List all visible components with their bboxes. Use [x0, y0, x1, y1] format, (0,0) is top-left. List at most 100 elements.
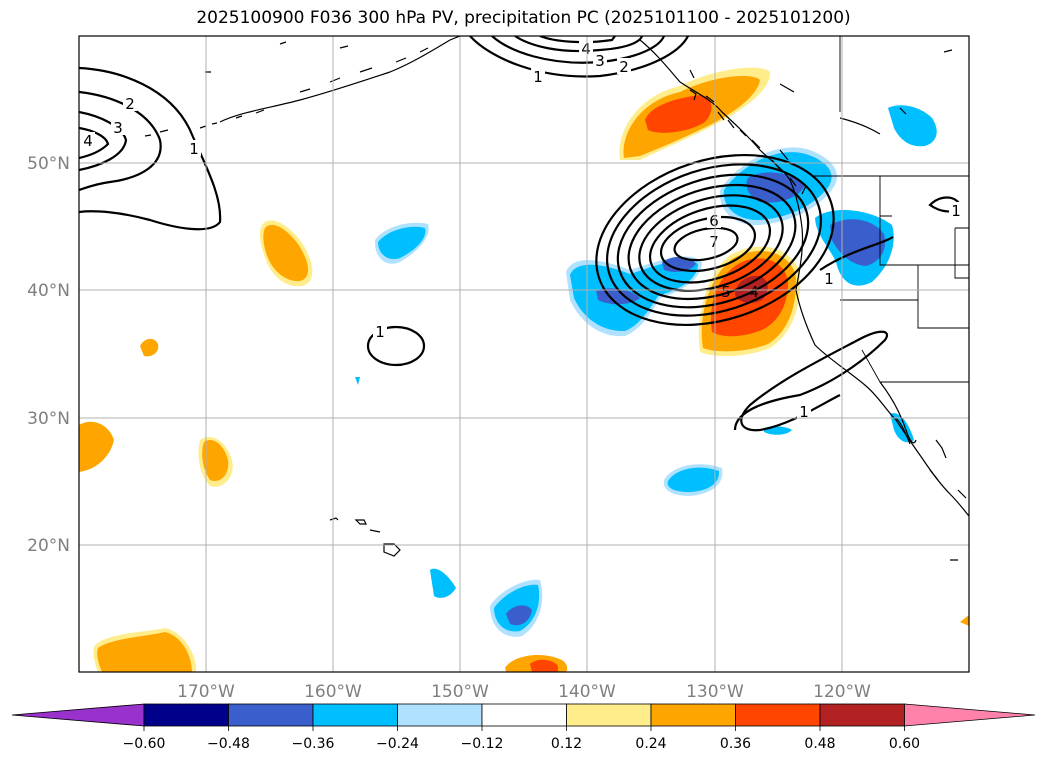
- pv-contour: [659, 216, 757, 272]
- contour-label: 4: [81, 132, 95, 150]
- svg-text:1: 1: [951, 202, 961, 220]
- coastline-hawaii: [329, 517, 401, 557]
- svg-text:4: 4: [581, 40, 591, 58]
- colorbar-segment: [819, 703, 905, 727]
- svg-text:1: 1: [799, 403, 809, 421]
- precip-positive-region: [645, 95, 712, 133]
- precip-negative-region: [662, 256, 696, 272]
- pv-contour: [469, 36, 689, 78]
- colorbar-label: −0.24: [376, 736, 419, 752]
- pv-contour: [733, 236, 894, 432]
- contour-label: 4: [579, 40, 593, 58]
- lon-label-170w: 170°W: [177, 682, 235, 702]
- svg-text:2: 2: [619, 58, 629, 76]
- contour-label: 1: [949, 202, 963, 220]
- coastline-mexico: [929, 439, 967, 561]
- svg-text:5: 5: [721, 283, 731, 301]
- colorbar-label: 0.48: [804, 736, 835, 752]
- lon-label-160w: 160°W: [304, 682, 362, 702]
- colorbar-segment: [143, 703, 229, 727]
- colorbar-segment: [481, 703, 567, 727]
- pv-contour: [627, 183, 797, 301]
- svg-text:1: 1: [824, 270, 834, 288]
- pv-contour: [79, 66, 222, 231]
- pv-contour: [366, 325, 426, 367]
- precip-negative-region: [667, 467, 720, 492]
- lat-label-50n: 50°N: [27, 154, 70, 174]
- svg-text:3: 3: [113, 119, 123, 137]
- precip-positive-region: [97, 632, 192, 672]
- contour-label: 1: [797, 403, 811, 421]
- contour-label: 2: [123, 95, 137, 113]
- colorbar-segment: [650, 703, 736, 727]
- precip-negative-region: [378, 226, 426, 260]
- svg-text:3: 3: [595, 52, 605, 70]
- svg-text:1: 1: [375, 323, 385, 341]
- colorbar-segment: [228, 703, 314, 727]
- svg-text:6: 6: [709, 212, 719, 230]
- lat-label-30n: 30°N: [27, 409, 70, 429]
- pv-contour: [673, 226, 739, 262]
- pv-contour: [539, 36, 616, 44]
- precip-negative-region: [506, 605, 532, 626]
- latitude-labels: 50°N 40°N 30°N 20°N: [27, 154, 70, 556]
- precip-positive-region: [960, 615, 969, 626]
- precip-positive-region: [530, 659, 558, 672]
- precip-positive-region: [202, 440, 229, 481]
- lat-label-40n: 40°N: [27, 281, 70, 301]
- coastline-canada: [839, 107, 907, 135]
- contour-label: 5: [721, 283, 731, 301]
- pv-contour: [616, 173, 810, 309]
- colorbar-segment: [397, 703, 483, 727]
- svg-text:2: 2: [125, 95, 135, 113]
- colorbar-label: −0.36: [292, 736, 335, 752]
- pv-contour: [648, 204, 772, 284]
- lon-label-140w: 140°W: [558, 682, 616, 702]
- precip-positive-region: [263, 224, 309, 282]
- colorbar-extend-high: [904, 703, 1036, 727]
- colorbar-extend-low: [11, 703, 145, 727]
- precip-negative-region: [888, 105, 937, 147]
- pv-contour: [79, 126, 110, 160]
- colorbar-segment: [566, 703, 652, 727]
- coastline-alaska: [219, 36, 461, 123]
- colorbar-labels: −0.60 −0.48 −0.36 −0.24 −0.12 0.12 0.24 …: [123, 736, 921, 752]
- precip-negative-region: [830, 219, 886, 266]
- svg-text:4: 4: [749, 283, 759, 301]
- lon-label-120w: 120°W: [813, 682, 871, 702]
- svg-text:1: 1: [189, 140, 199, 158]
- svg-text:7: 7: [709, 233, 719, 251]
- coastline-islands: [689, 49, 953, 195]
- pv-contour-labels: 1 3 2 4 2 3 4 1 1 6 7 5 4 1 1 1: [81, 40, 963, 421]
- precip-negative-region: [355, 377, 360, 385]
- lon-label-130w: 130°W: [686, 682, 744, 702]
- precip-positive-region: [79, 421, 114, 472]
- map-background: [79, 36, 969, 672]
- pv-contour: [514, 36, 644, 53]
- pv-contour: [638, 194, 784, 292]
- precip-positive-region: [140, 338, 159, 357]
- contour-label: 1: [531, 68, 545, 86]
- contour-label: 1: [822, 270, 836, 288]
- colorbar-segment: [735, 703, 821, 727]
- colorbar: [11, 703, 1036, 727]
- contour-label: 1: [187, 140, 201, 158]
- coastline-baja: [879, 381, 917, 445]
- gridlines: [79, 36, 969, 672]
- colorbar-label: −0.60: [123, 736, 166, 752]
- lon-label-150w: 150°W: [431, 682, 489, 702]
- colorbar-label: 0.60: [889, 736, 920, 752]
- svg-text:1: 1: [533, 68, 543, 86]
- map-plot-area: 1 3 2 4 2 3 4 1 1 6 7 5 4 1 1 1: [78, 35, 970, 673]
- colorbar-label: 0.36: [720, 736, 751, 752]
- coastline-aleutians: [144, 41, 429, 137]
- pv-contour: [595, 153, 835, 327]
- contour-label: 4: [749, 283, 759, 301]
- colorbar-label: −0.48: [207, 736, 250, 752]
- colorbar-segment: [312, 703, 398, 727]
- contour-label: 1: [373, 323, 387, 341]
- contour-label: 2: [617, 58, 631, 76]
- contour-label: 6: [707, 212, 721, 230]
- colorbar-ticks: [143, 726, 905, 731]
